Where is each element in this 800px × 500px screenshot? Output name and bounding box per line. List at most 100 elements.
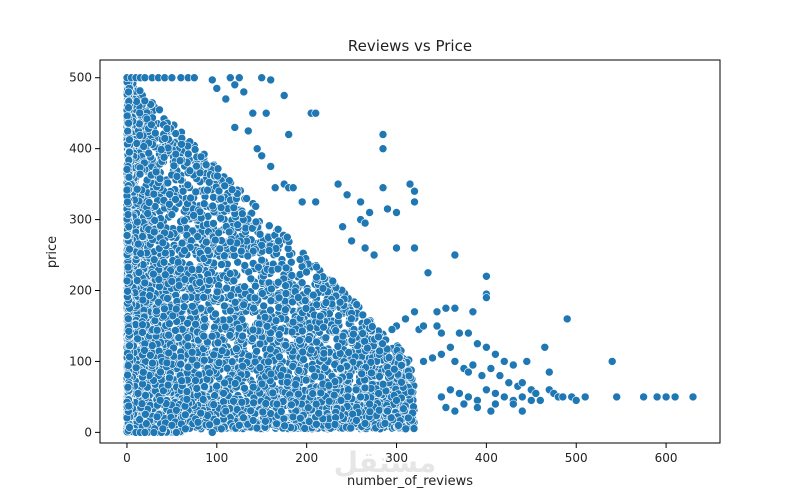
- scatter-point-dense: [316, 388, 326, 398]
- scatter-point-dense: [176, 359, 185, 369]
- scatter-point-dense: [360, 383, 370, 393]
- scatter-point-dense: [229, 276, 239, 286]
- scatter-point-dense: [265, 344, 275, 354]
- scatter-point-dense: [255, 339, 265, 349]
- scatter-point-dense: [200, 314, 209, 324]
- scatter-point-dense: [230, 297, 240, 307]
- scatter-point-dense: [404, 371, 414, 381]
- scatter-point-dense: [176, 264, 185, 274]
- scatter-point-dense: [233, 220, 242, 229]
- scatter-point-dense: [227, 357, 237, 367]
- scatter-point-dense: [155, 282, 164, 291]
- scatter-point-dense: [295, 255, 305, 264]
- scatter-point-dense: [238, 331, 247, 341]
- scatter-point-dense: [204, 178, 214, 187]
- scatter-point-dense: [233, 257, 242, 267]
- scatter-point-dense: [288, 317, 298, 327]
- scatter-point-dense: [291, 380, 300, 389]
- scatter-point-dense: [251, 281, 260, 291]
- scatter-point-dense: [187, 347, 197, 357]
- scatter-point-dense: [234, 323, 244, 333]
- scatter-point-dense: [319, 348, 329, 358]
- scatter-point-dense: [184, 149, 193, 159]
- scatter-point-dense: [219, 388, 228, 398]
- scatter-point-dense: [187, 265, 197, 274]
- scatter-point-dense: [152, 306, 161, 316]
- scatter-point-dense: [189, 211, 198, 220]
- scatter-point-dense: [331, 326, 341, 335]
- scatter-point-dense: [217, 260, 226, 269]
- scatter-point-dense: [281, 263, 291, 273]
- scatter-point-dense: [139, 142, 148, 151]
- scatter-point-dense: [143, 209, 152, 218]
- scatter-point-dense: [299, 355, 308, 364]
- scatter-point-dense: [375, 372, 384, 381]
- scatter-point-dense: [266, 296, 276, 306]
- scatter-point-dense: [183, 333, 193, 342]
- scatter-point-dense: [224, 227, 234, 237]
- scatter-point-dense: [246, 274, 256, 284]
- scatter-point-dense: [141, 391, 150, 400]
- scatter-point-dense: [298, 347, 308, 357]
- scatter-point-dense: [220, 322, 230, 332]
- scatter-point-dense: [190, 145, 200, 154]
- scatter-point-dense: [135, 131, 145, 140]
- scatter-point-dense: [213, 171, 222, 181]
- scatter-point-dense: [192, 360, 202, 370]
- plot-area: [122, 73, 698, 437]
- scatter-point-dense: [140, 96, 150, 106]
- scatter-point-dense: [177, 140, 186, 149]
- scatter-point-dense: [255, 230, 265, 239]
- scatter-point-dense: [262, 321, 272, 331]
- scatter-point-dense: [131, 363, 141, 373]
- scatter-point-dense: [319, 322, 328, 332]
- scatter-point-dense: [274, 236, 283, 246]
- scatter-point-dense: [209, 350, 218, 360]
- scatter-point-dense: [310, 371, 319, 381]
- scatter-point-dense: [192, 384, 202, 393]
- scatter-point-dense: [180, 292, 190, 302]
- scatter-point-dense: [156, 145, 166, 154]
- scatter-point-dense: [220, 181, 229, 191]
- scatter-point-dense: [191, 319, 200, 329]
- scatter-point-dense: [237, 397, 247, 407]
- scatter-point-dense: [287, 327, 297, 337]
- scatter-point-dense: [182, 387, 192, 396]
- scatter-point-dense: [281, 289, 291, 298]
- scatter-point-dense: [293, 293, 303, 302]
- scatter-point-dense: [266, 369, 276, 379]
- scatter-point-dense: [334, 311, 343, 321]
- scatter-point-dense: [347, 314, 356, 324]
- scatter-point-dense: [288, 412, 298, 422]
- scatter-point-dense: [344, 348, 354, 357]
- scatter-point-dense: [148, 341, 157, 350]
- scatter-point-dense: [281, 281, 290, 291]
- scatter-point-dense: [147, 120, 156, 130]
- scatter-point-dense: [397, 360, 406, 370]
- scatter-point-dense: [171, 304, 181, 314]
- scatter-point-dense: [257, 255, 267, 265]
- scatter-point-dense: [165, 373, 174, 383]
- scatter-point-dense: [304, 335, 314, 344]
- scatter-point-dense: [195, 278, 204, 287]
- scatter-point-dense: [217, 346, 227, 356]
- scatter-point-dense: [240, 261, 250, 270]
- scatter-point-dense: [199, 199, 209, 208]
- scatter-point-dense: [163, 294, 172, 303]
- scatter-point-dense: [252, 346, 261, 356]
- scatter-point-dense: [209, 400, 218, 409]
- scatter-point-dense: [149, 227, 159, 237]
- scatter-point-dense: [180, 216, 189, 225]
- scatter-point-dense: [352, 300, 362, 309]
- scatter-point-dense: [138, 295, 148, 305]
- scatter-point-dense: [144, 198, 154, 207]
- scatter-point-dense: [213, 164, 223, 173]
- scatter-point-dense: [345, 371, 354, 381]
- scatter-point-dense: [243, 251, 253, 261]
- scatter-point-dense: [148, 358, 157, 368]
- scatter-point-dense: [264, 357, 273, 367]
- scatter-point-dense: [191, 376, 200, 385]
- scatter-point-dense: [216, 214, 225, 223]
- scatter-point-dense: [155, 174, 165, 184]
